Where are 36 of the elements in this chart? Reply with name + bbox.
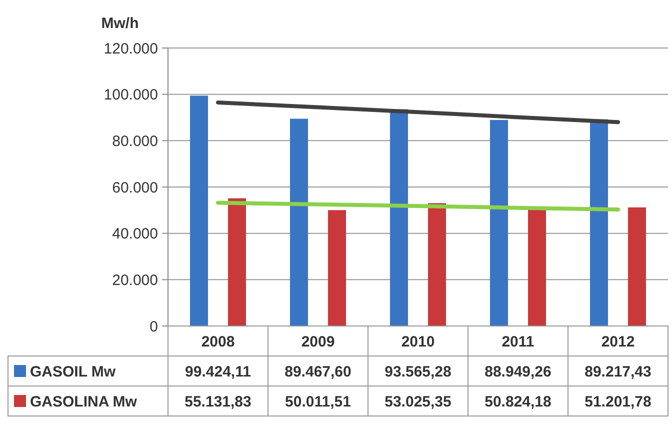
- data-label: 88.949,26: [484, 363, 552, 380]
- bar: [190, 96, 208, 326]
- bar: [390, 109, 408, 326]
- data-label: 89.217,43: [584, 363, 652, 380]
- x-tick-label: 2012: [601, 333, 635, 350]
- bar: [490, 120, 508, 326]
- x-tick-label: 2011: [502, 333, 534, 350]
- line-series: [216, 200, 620, 212]
- x-tick-label: 2008: [201, 333, 235, 350]
- data-label: 99.424,11: [185, 363, 251, 380]
- bar: [228, 198, 246, 326]
- y-tick-label: 100.000: [104, 86, 158, 104]
- y-tick-label: 40.000: [112, 226, 158, 243]
- line-series: [216, 100, 620, 124]
- y-tick-label: 20.000: [112, 272, 158, 289]
- data-label: 50.011,51: [285, 393, 351, 410]
- legend-label: GASOLINA Mw: [30, 393, 138, 410]
- y-tick-label: 120.000: [104, 40, 158, 58]
- bar: [628, 207, 646, 326]
- bar: [328, 210, 346, 326]
- y-tick-label: 80.000: [112, 132, 158, 150]
- bar: [528, 208, 546, 326]
- data-label: 93.565,28: [384, 363, 452, 380]
- y-tick-label: 0: [150, 318, 158, 336]
- data-label: 51.201,78: [584, 393, 652, 410]
- y-tick-label: 60.000: [112, 179, 158, 196]
- y-axis-title: Mw/h: [101, 15, 139, 32]
- bar: [428, 203, 446, 326]
- legend-label: GASOIL Mw: [30, 363, 116, 380]
- x-tick-label: 2009: [301, 333, 335, 350]
- data-label: 50.824,18: [484, 393, 552, 410]
- data-label: 89.467,60: [284, 363, 352, 380]
- data-label: 53.025,35: [384, 393, 452, 410]
- data-label: 55.131,83: [184, 393, 252, 410]
- x-tick-label: 2010: [401, 333, 435, 350]
- bar: [290, 118, 308, 326]
